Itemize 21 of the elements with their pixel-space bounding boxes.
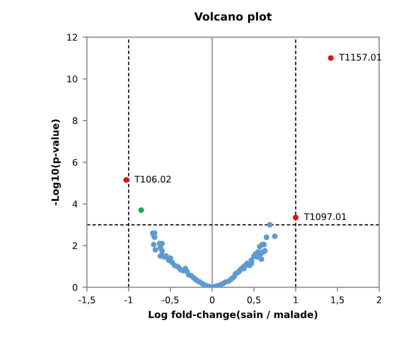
- y-tick-label: 4: [72, 200, 78, 208]
- y-tick-label: 0: [72, 284, 78, 291]
- x-tick-label: -1: [124, 296, 132, 304]
- annotation: T106.02: [134, 176, 171, 183]
- y-tick-label: 2: [72, 242, 77, 250]
- x-tick-label: -0,5: [162, 296, 178, 304]
- chart-title: Volcano plot: [194, 12, 272, 23]
- x-tick-label: 2: [376, 296, 382, 304]
- y-axis-title: -Log10(p-value): [51, 120, 61, 206]
- x-tick-label: 1,5: [331, 296, 344, 304]
- x-tick-label: 0: [210, 296, 214, 304]
- y-tick-label: 8: [72, 117, 78, 124]
- y-tick-label: 12: [67, 34, 77, 41]
- y-tick-label: 10: [67, 76, 78, 82]
- x-tick-label: -1,5: [78, 296, 95, 304]
- annotation: T1097.01: [304, 213, 346, 220]
- x-axis-title: Log fold-change(sain / malade): [148, 310, 318, 320]
- x-tick-label: 1: [294, 296, 298, 304]
- y-tick-label: 6: [72, 158, 78, 166]
- annotation: T1157.01: [339, 54, 382, 61]
- x-tick-label: 0,5: [247, 296, 260, 304]
